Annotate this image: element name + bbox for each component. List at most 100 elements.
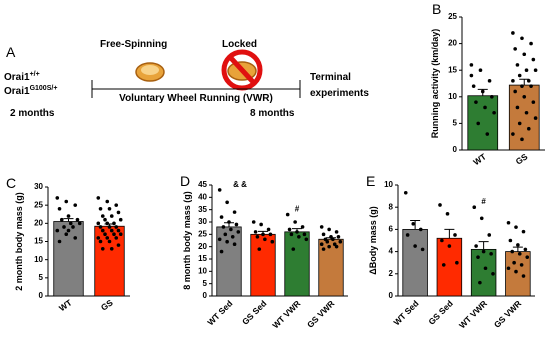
data-point [268,232,273,237]
data-point [73,203,78,207]
y-axis-label: ΔBody mass (g) [368,206,378,274]
data-point [75,217,80,222]
data-point [481,249,486,254]
data-point [68,221,73,226]
data-point [100,246,105,251]
data-point [223,232,228,237]
error-bar [519,78,530,86]
data-point [302,232,307,237]
genotype: Orai1G100S/+ [4,85,57,97]
data-point [270,239,275,244]
data-point [334,230,339,234]
y-tick-label: 20 [34,218,43,227]
terminal-label: experiments [310,88,369,99]
error-bar [512,246,523,252]
x-tick-label: GS Sed [426,298,454,326]
data-point [100,228,105,233]
y-tick-label: 25 [198,229,207,238]
data-point [522,95,527,99]
data-point [515,63,520,67]
data-point [492,110,496,115]
data-point [251,220,256,224]
data-point [57,239,62,244]
data-point [321,232,326,237]
data-point [227,220,231,224]
data-point [100,214,105,218]
data-point [319,225,324,229]
panel-label: E [366,173,375,189]
data-point [483,266,488,271]
data-point [287,227,292,232]
bar [216,226,242,297]
data-point [472,205,477,209]
data-point [521,274,526,278]
data-point [531,100,536,104]
chart-panel: B Running activity (km/day) 0 5 10 15 20 25 WT GS [430,1,545,167]
data-point [263,237,267,242]
data-point [66,214,71,218]
data-point [516,243,520,247]
data-point [112,232,116,237]
start-label: 2 months [10,108,55,119]
data-point [513,89,517,94]
data-point [114,203,119,207]
wheel-icon [135,62,165,82]
data-point [336,235,341,239]
data-point [66,228,71,233]
data-point [469,63,474,67]
data-point [469,73,474,78]
y-tick-label: 40 [198,192,207,201]
data-point [529,84,533,88]
data-point [522,52,527,57]
y-axis-label: Running activity (km/day) [430,29,440,139]
data-point [418,227,423,232]
y-tick-label: 15 [448,65,457,74]
data-point [453,233,457,237]
data-point [523,247,528,252]
bar [53,221,84,297]
bar [250,233,276,297]
x-tick-label: WT Sed [205,298,234,327]
data-point [323,237,328,242]
y-tick-label: 20 [198,242,207,251]
data-point [517,121,522,126]
data-point [259,222,263,227]
data-point [483,105,487,110]
data-point [96,236,101,240]
y-tick-label: 10 [448,92,457,101]
data-point [96,196,101,200]
bar [284,231,310,297]
data-point [105,199,110,204]
data-point [403,190,408,195]
data-point [77,221,82,226]
chart-panel: C2 month body mass (g) 0 5 10 15 20 25 30 WT GS [6,175,130,313]
data-point [266,227,271,232]
data-point [508,238,513,243]
y-tick-label: 8 [389,202,394,211]
y-tick-label: 30 [198,217,207,226]
y-tick-label: 25 [448,12,457,21]
data-point [64,199,69,204]
data-point [512,260,516,265]
data-point [319,242,324,246]
data-point [420,247,425,252]
error-bar [478,241,489,250]
data-point [109,228,114,233]
data-point [118,232,123,237]
data-point [116,243,121,247]
y-tick-label: 4 [389,247,394,256]
x-tick-label: WT VWR [457,298,489,330]
data-point [98,225,103,229]
data-point [327,244,331,249]
data-point [73,236,78,240]
annotation: & & [233,180,247,189]
data-point [219,215,224,219]
data-point [440,238,444,243]
error-bar [410,220,421,230]
data-point [109,214,114,218]
chart-panel: E ΔBody mass (g) 0 2 4 6 8 10 WT Sed GS Sed # WT VW… [366,173,535,330]
data-point [485,132,490,136]
x-tick-label: GS VWR [492,298,523,329]
data-point [118,217,123,222]
